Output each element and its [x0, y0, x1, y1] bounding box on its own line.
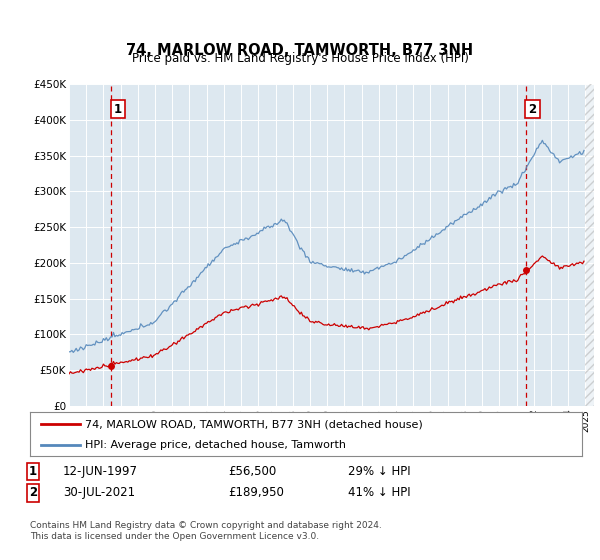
- Text: 2: 2: [529, 102, 536, 115]
- Text: 29% ↓ HPI: 29% ↓ HPI: [348, 465, 410, 478]
- Text: 1: 1: [29, 465, 37, 478]
- Text: 30-JUL-2021: 30-JUL-2021: [63, 486, 135, 500]
- Text: £189,950: £189,950: [228, 486, 284, 500]
- Text: 12-JUN-1997: 12-JUN-1997: [63, 465, 138, 478]
- Text: Price paid vs. HM Land Registry's House Price Index (HPI): Price paid vs. HM Land Registry's House …: [131, 52, 469, 66]
- Text: 74, MARLOW ROAD, TAMWORTH, B77 3NH: 74, MARLOW ROAD, TAMWORTH, B77 3NH: [127, 43, 473, 58]
- Text: HPI: Average price, detached house, Tamworth: HPI: Average price, detached house, Tamw…: [85, 440, 346, 450]
- Text: £56,500: £56,500: [228, 465, 276, 478]
- Text: Contains HM Land Registry data © Crown copyright and database right 2024.
This d: Contains HM Land Registry data © Crown c…: [30, 521, 382, 540]
- Text: 2: 2: [29, 486, 37, 500]
- Text: 74, MARLOW ROAD, TAMWORTH, B77 3NH (detached house): 74, MARLOW ROAD, TAMWORTH, B77 3NH (deta…: [85, 419, 423, 429]
- Text: 1: 1: [114, 102, 122, 115]
- Text: 41% ↓ HPI: 41% ↓ HPI: [348, 486, 410, 500]
